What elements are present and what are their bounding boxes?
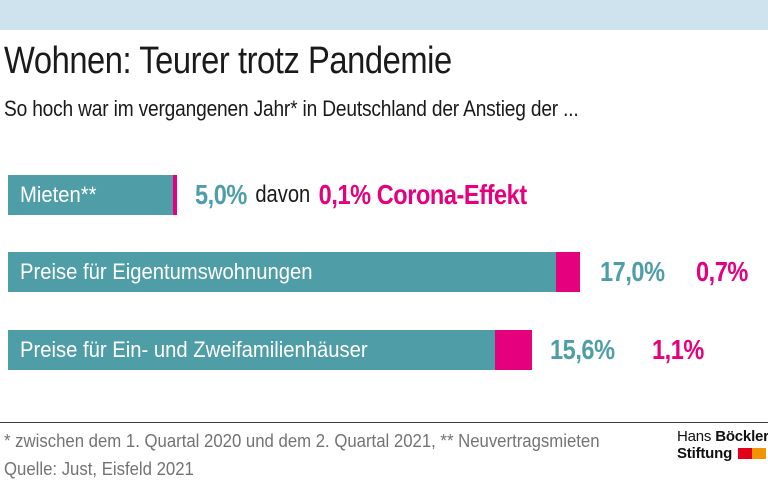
bar-mieten: Mieten**	[8, 175, 177, 215]
page-title: Wohnen: Teurer trotz Pandemie	[4, 40, 452, 82]
logo-orange-square-icon	[752, 448, 767, 459]
value-total: 15,6%	[550, 334, 615, 365]
footnote-text: * zwischen dem 1. Quartal 2020 und dem 2…	[4, 431, 600, 451]
logo-name-bold: Böckler	[715, 428, 768, 445]
bar-row-mieten: Mieten** 5,0% davon 0,1% Corona-Effekt	[0, 175, 768, 215]
connector-text: davon	[255, 181, 311, 208]
bar-label: Mieten**	[20, 182, 97, 207]
value-corona: 0,1% Corona-Effekt	[318, 179, 528, 211]
bar-segment-total: Preise für Ein- und Zweifamilienhäuser	[8, 330, 495, 370]
logo-red-square-icon	[738, 448, 753, 459]
logo-stiftung: Stiftung	[677, 445, 733, 462]
bar-row-eigentumswohnungen: Preise für Eigentumswohnungen 17,0% 0,7%	[0, 252, 768, 292]
bar-segment-corona	[173, 175, 177, 215]
value-total: 5,0%	[195, 179, 247, 210]
logo-line2: Stiftung	[677, 445, 768, 468]
corona-percent: 0,1%	[318, 179, 371, 210]
corona-suffix: Corona-Effekt	[376, 179, 527, 210]
bar-segment-corona	[556, 252, 580, 292]
logo-name-regular: Hans	[677, 428, 712, 445]
annotation-mieten: 5,0% davon 0,1% Corona-Effekt	[195, 175, 527, 215]
header-strip	[0, 0, 768, 30]
value-corona: 0,7%	[696, 256, 748, 287]
subtitle: So hoch war im vergangenen Jahr* in Deut…	[4, 96, 579, 121]
logo-line1: Hans Böckler	[677, 428, 768, 445]
hbs-logo: Hans Böckler Stiftung	[677, 428, 768, 468]
bar-zweifamilienhaeuser: Preise für Ein- und Zweifamilienhäuser	[8, 330, 532, 370]
bar-eigentumswohnungen: Preise für Eigentumswohnungen	[8, 252, 580, 292]
bar-segment-corona	[495, 330, 532, 370]
source-text: Quelle: Just, Eisfeld 2021	[4, 459, 194, 479]
logo-mark	[738, 448, 767, 468]
bar-label: Preise für Eigentumswohnungen	[20, 259, 313, 284]
bar-segment-total: Preise für Eigentumswohnungen	[8, 252, 556, 292]
value-corona: 1,1%	[652, 334, 704, 365]
bar-label: Preise für Ein- und Zweifamilienhäuser	[20, 337, 368, 362]
bar-row-zweifamilienhaeuser: Preise für Ein- und Zweifamilienhäuser 1…	[0, 330, 768, 370]
bar-segment-total: Mieten**	[8, 175, 173, 215]
value-total: 17,0%	[600, 256, 665, 287]
footer-divider	[0, 422, 768, 423]
